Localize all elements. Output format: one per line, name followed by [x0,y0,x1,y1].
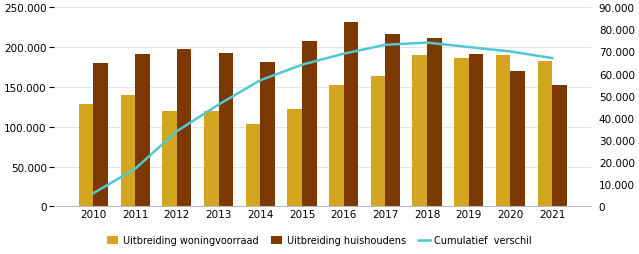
Bar [496,56,511,207]
Bar [469,55,483,207]
Bar [260,63,275,207]
Bar [511,72,525,207]
Bar [288,110,302,207]
Cumulatief  verschil [548,57,556,60]
Bar [204,111,219,207]
Bar [552,86,567,207]
Cumulatief  verschil [465,46,473,49]
Cumulatief  verschil [381,44,389,47]
Bar [537,61,552,207]
Bar [385,35,400,207]
Bar [162,111,177,207]
Cumulatief  verschil [507,51,514,54]
Cumulatief  verschil [298,64,306,67]
Bar [454,59,469,207]
Bar [329,86,344,207]
Bar [427,39,442,207]
Line: Cumulatief  verschil: Cumulatief verschil [93,43,552,193]
Bar [245,124,260,207]
Legend: Uitbreiding woningvoorraad, Uitbreiding huishoudens, Cumulatief  verschil: Uitbreiding woningvoorraad, Uitbreiding … [103,231,536,249]
Cumulatief  verschil [215,104,222,107]
Cumulatief  verschil [340,53,348,56]
Bar [302,42,316,207]
Bar [219,54,233,207]
Bar [93,64,108,207]
Bar [413,56,427,207]
Cumulatief  verschil [173,130,181,133]
Cumulatief  verschil [256,80,264,83]
Cumulatief  verschil [89,192,97,195]
Bar [371,76,385,207]
Bar [135,55,150,207]
Cumulatief  verschil [423,42,431,45]
Bar [79,105,93,207]
Cumulatief  verschil [131,168,139,171]
Bar [121,96,135,207]
Bar [177,50,192,207]
Bar [344,22,358,207]
